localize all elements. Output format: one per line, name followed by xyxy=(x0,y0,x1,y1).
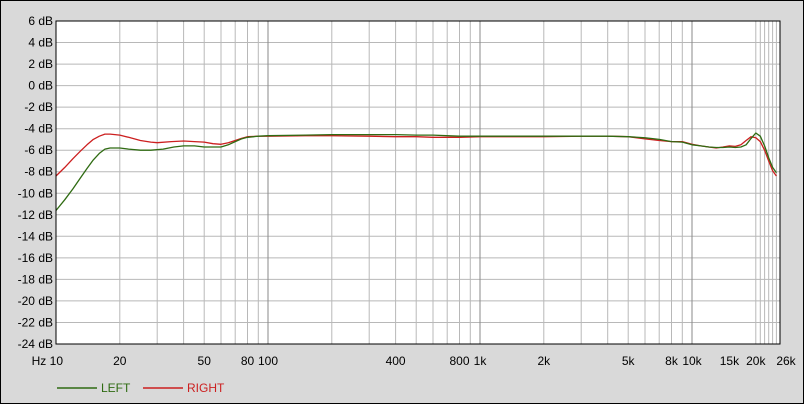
series-layer xyxy=(55,132,777,211)
y-tick-label: -12 dB xyxy=(18,208,53,222)
x-tick-label: 2k xyxy=(537,354,551,368)
y-tick-label: -4 dB xyxy=(24,122,53,136)
x-tick-label: 10k xyxy=(682,354,702,368)
x-tick-label: 26k xyxy=(776,354,796,368)
x-tick-label: 100 xyxy=(258,354,278,368)
y-tick-label: 2 dB xyxy=(28,57,53,71)
x-tick-label: 5k xyxy=(622,354,636,368)
y-tick-label: 0 dB xyxy=(28,79,53,93)
y-tick-label: -20 dB xyxy=(18,294,53,308)
y-tick-label: -16 dB xyxy=(18,251,53,265)
x-tick-label: 1k xyxy=(474,354,488,368)
y-tick-label: -22 dB xyxy=(18,316,53,330)
x-tick-label: 400 xyxy=(386,354,406,368)
y-axis: 6 dB 4 dB 2 dB 0 dB -2 dB -4 dB -6 dB -8 dB -10 … xyxy=(18,14,53,351)
y-tick-label: -18 dB xyxy=(18,272,53,286)
series-line-left xyxy=(55,132,777,211)
y-tick-label: -8 dB xyxy=(24,165,53,179)
y-tick-label: 4 dB xyxy=(28,36,53,50)
x-tick-label: 20k xyxy=(746,354,766,368)
x-tick-label: 8k xyxy=(665,354,679,368)
x-tick-label: 800 xyxy=(449,354,469,368)
y-tick-label: 6 dB xyxy=(28,14,53,28)
y-tick-label: -6 dB xyxy=(24,143,53,157)
plot-border xyxy=(55,20,781,345)
x-axis: Hz 10 20 50 80 100 400 800 1k 2k 5k 8k 10k 15k 20k 26k xyxy=(32,354,797,368)
x-tick-label: 80 xyxy=(241,354,255,368)
y-tick-label: -2 dB xyxy=(24,100,53,114)
legend-label-left: LEFT xyxy=(101,381,131,395)
x-tick-label: 20 xyxy=(113,354,127,368)
x-tick-label: Hz 10 xyxy=(32,354,64,368)
y-tick-label: -14 dB xyxy=(18,229,53,243)
legend: LEFT RIGHT xyxy=(57,381,225,395)
x-tick-label: 15k xyxy=(720,354,740,368)
y-tick-label: -24 dB xyxy=(18,337,53,351)
x-tick-label: 50 xyxy=(198,354,212,368)
y-tick-label: -10 dB xyxy=(18,186,53,200)
series-line-right xyxy=(55,133,777,177)
legend-label-right: RIGHT xyxy=(187,381,225,395)
